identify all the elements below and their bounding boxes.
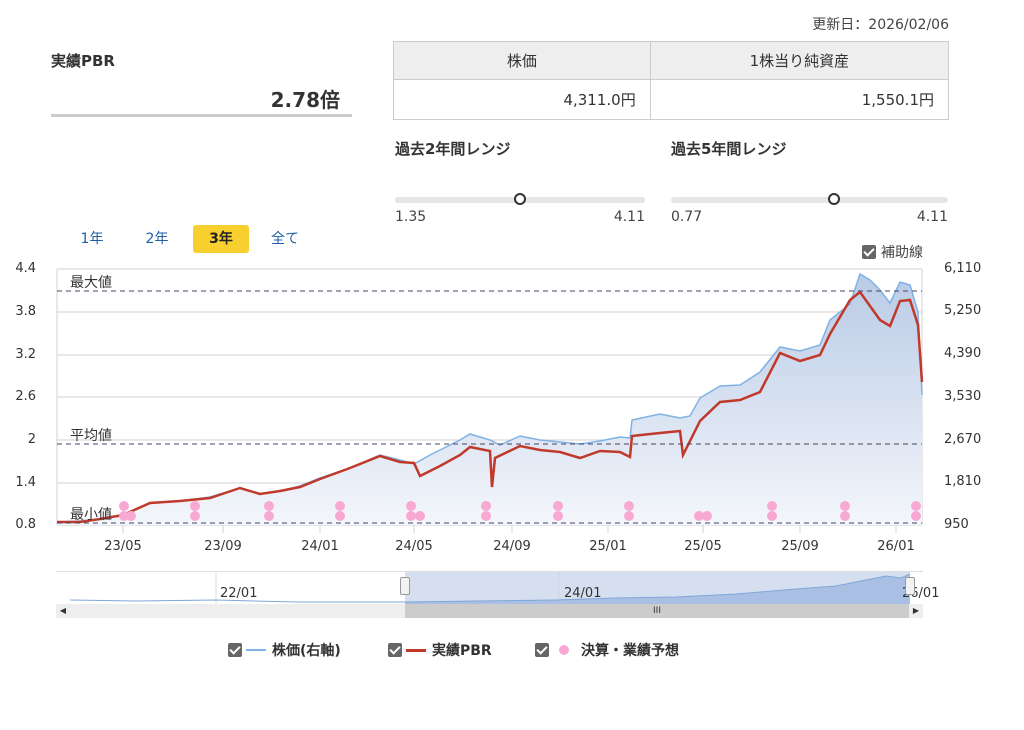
- avg-line-label: 平均値: [70, 428, 112, 444]
- dot-swatch-icon: [559, 645, 569, 655]
- y-tick: 3.2: [15, 347, 36, 362]
- legend-stock-price[interactable]: 株価(右軸): [228, 640, 341, 660]
- x-tick: 25/05: [684, 539, 722, 554]
- scroll-left-arrow-icon[interactable]: ◀: [59, 606, 67, 615]
- y2-tick: 2,670: [944, 432, 982, 447]
- x-tick: 23/09: [204, 539, 242, 554]
- tab-3-year[interactable]: 3年: [193, 225, 249, 253]
- x-tick: 24/01: [301, 539, 339, 554]
- legend-pbr[interactable]: 実績PBR: [388, 640, 492, 660]
- value-stock-price: 4,311.0円: [393, 79, 651, 120]
- range-2y: 過去2年間レンジ 1.35 4.11: [395, 138, 645, 225]
- y-tick: 2: [27, 432, 36, 447]
- aux-lines-label: 補助線: [881, 245, 923, 261]
- line-swatch-icon: [246, 649, 266, 651]
- pbr-value: 2.78倍: [270, 88, 340, 112]
- range-5y-bar: [671, 193, 948, 205]
- navigator[interactable]: 22/01 24/01 26/01: [56, 571, 939, 605]
- range-5y-title: 過去5年間レンジ: [671, 140, 787, 158]
- y2-tick: 950: [944, 517, 969, 532]
- navigator-chart: [69, 572, 911, 605]
- range-5y: 過去5年間レンジ 0.77 4.11: [671, 138, 948, 225]
- x-tick: 24/05: [395, 539, 433, 554]
- y-tick: 3.8: [15, 304, 36, 319]
- tab-all[interactable]: 全て: [271, 231, 299, 247]
- y-tick: 1.4: [15, 475, 36, 490]
- pbr-chart: 最大値 平均値 最小値: [56, 268, 924, 533]
- legend-label: 決算・業績予想: [581, 643, 679, 659]
- x-tick: 26/01: [877, 539, 915, 554]
- max-line-label: 最大値: [70, 275, 112, 291]
- y2-tick: 3,530: [944, 389, 982, 404]
- scroll-right-arrow-icon[interactable]: ▶: [912, 606, 920, 615]
- min-line-label: 最小値: [70, 507, 112, 523]
- x-tick: 23/05: [104, 539, 142, 554]
- range-2y-min: 1.35: [395, 209, 427, 225]
- range-5y-marker: [828, 193, 840, 205]
- navigator-label: 24/01: [564, 586, 602, 601]
- range-2y-max: 4.11: [613, 209, 645, 225]
- header-stock-price: 株価: [393, 41, 651, 80]
- y-tick: 0.8: [15, 517, 36, 532]
- navigator-label: 22/01: [220, 586, 258, 601]
- updated-date: 更新日：2026/02/06: [812, 17, 949, 33]
- tab-2-year[interactable]: 2年: [145, 231, 169, 247]
- y-tick: 2.6: [15, 389, 36, 404]
- pbr-label: 実績PBR: [51, 52, 115, 70]
- pbr-line: [57, 290, 924, 524]
- value-bps: 1,550.1円: [649, 79, 950, 120]
- legend-label: 株価(右軸): [272, 643, 341, 659]
- range-5y-max: 4.11: [916, 209, 948, 225]
- range-2y-title: 過去2年間レンジ: [395, 140, 511, 158]
- aux-lines-toggle[interactable]: 補助線: [862, 242, 923, 262]
- checkbox-icon[interactable]: [388, 643, 402, 657]
- pbr-divider: [51, 114, 352, 117]
- navigator-scrollbar[interactable]: ◀ III ▶: [56, 604, 923, 618]
- checkbox-icon[interactable]: [535, 643, 549, 657]
- y2-tick: 6,110: [944, 261, 982, 276]
- range-2y-bar: [395, 193, 645, 205]
- price-info-table: 株価 1株当り純資産 4,311.0円 1,550.1円: [393, 41, 950, 120]
- x-tick: 25/01: [589, 539, 627, 554]
- y2-tick: 5,250: [944, 303, 982, 318]
- line-swatch-icon: [406, 648, 426, 652]
- legend-earnings[interactable]: 決算・業績予想: [535, 640, 679, 660]
- y2-tick: 1,810: [944, 474, 982, 489]
- stock-price-area: [57, 274, 922, 525]
- tab-1-year[interactable]: 1年: [80, 231, 104, 247]
- range-5y-min: 0.77: [671, 209, 703, 225]
- header-bps: 1株当り純資産: [649, 41, 950, 80]
- legend-label: 実績PBR: [432, 643, 492, 659]
- checkbox-icon[interactable]: [228, 643, 242, 657]
- scroll-thumb[interactable]: III: [405, 604, 909, 618]
- y-tick: 4.4: [15, 261, 36, 276]
- earnings-markers: [119, 501, 921, 521]
- x-tick: 24/09: [493, 539, 531, 554]
- y2-tick: 4,390: [944, 346, 982, 361]
- range-2y-marker: [514, 193, 526, 205]
- checkbox-icon[interactable]: [862, 245, 876, 259]
- navigator-right-handle[interactable]: [905, 577, 915, 595]
- navigator-left-handle[interactable]: [400, 577, 410, 595]
- x-tick: 25/09: [781, 539, 819, 554]
